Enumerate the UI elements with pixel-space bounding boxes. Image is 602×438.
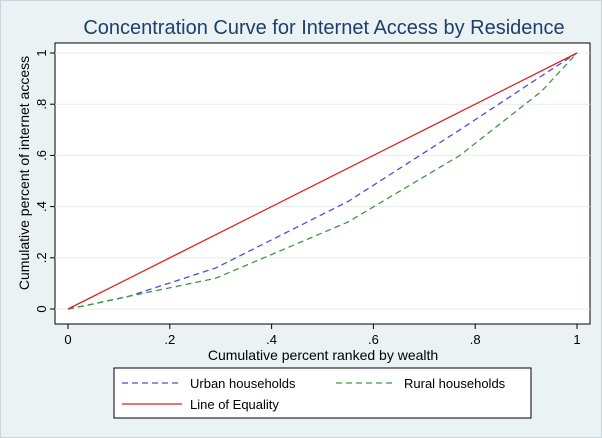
plot-area [54, 42, 591, 325]
y-tick-label-0: 0 [34, 305, 49, 312]
x-tick-label-4: .8 [470, 332, 481, 347]
y-tick-label-2: .4 [34, 201, 49, 212]
y-tick-label-5: 1 [34, 49, 49, 56]
series-line-rural-households [67, 52, 578, 310]
x-tick-label-0: 0 [64, 332, 71, 347]
x-tick-label-5: 1 [573, 332, 580, 347]
x-tick-label-1: .2 [164, 332, 175, 347]
y-tick-label-4: .8 [34, 99, 49, 110]
x-tick-label-3: .6 [368, 332, 379, 347]
y-axis-title: Cumulative percent of internet access [16, 56, 32, 290]
legend-label-rural-households: Rural households [404, 376, 506, 391]
axes: 0 .2 .4 .6 .8 1 0 .2 .4 .6 .8 1 [34, 49, 581, 347]
y-tick-label-1: .2 [34, 252, 49, 263]
grid-lines [55, 52, 590, 310]
x-axis-title: Cumulative percent ranked by wealth [208, 347, 438, 363]
legend-label-line-of-equality: Line of Equality [190, 397, 279, 412]
y-tick-label-3: .6 [34, 150, 49, 161]
chart-title: Concentration Curve for Internet Access … [83, 17, 564, 39]
legend: Urban households Rural households Line of … [113, 367, 532, 419]
series-line-line-of-equality [67, 52, 578, 310]
legend-label-urban-households: Urban households [190, 376, 296, 391]
series-lines [67, 52, 578, 310]
legend-box [113, 367, 532, 419]
x-tick-label-2: .4 [266, 332, 277, 347]
